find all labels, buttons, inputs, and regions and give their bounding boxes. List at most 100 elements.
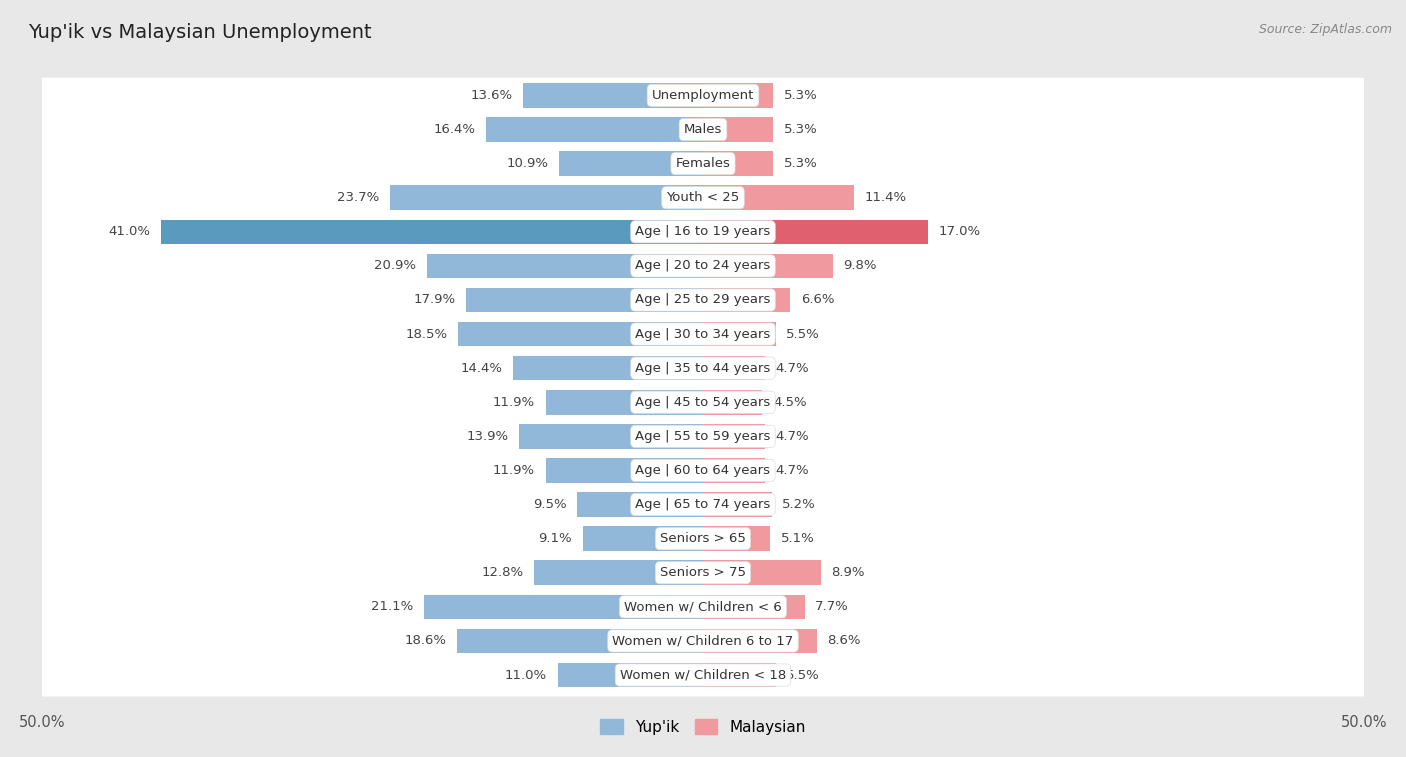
Text: Age | 20 to 24 years: Age | 20 to 24 years [636,260,770,273]
Text: Seniors > 65: Seniors > 65 [659,532,747,545]
Text: Males: Males [683,123,723,136]
FancyBboxPatch shape [27,453,1379,492]
FancyBboxPatch shape [27,385,1379,424]
Bar [703,220,928,244]
Text: 7.7%: 7.7% [815,600,849,613]
Bar [523,83,703,107]
Bar [703,390,762,415]
Bar [578,492,703,517]
Text: 17.0%: 17.0% [938,226,980,238]
Bar [582,526,703,551]
Text: Age | 55 to 59 years: Age | 55 to 59 years [636,430,770,443]
Bar [703,322,776,347]
Text: 18.5%: 18.5% [406,328,449,341]
Text: 4.7%: 4.7% [776,464,810,477]
Text: 4.7%: 4.7% [776,430,810,443]
Text: Seniors > 75: Seniors > 75 [659,566,747,579]
Text: Age | 60 to 64 years: Age | 60 to 64 years [636,464,770,477]
Text: 13.6%: 13.6% [471,89,513,102]
Text: 5.1%: 5.1% [780,532,814,545]
Bar [703,628,817,653]
Bar [457,628,703,653]
FancyBboxPatch shape [27,214,1379,254]
FancyBboxPatch shape [27,248,1379,288]
Text: Women w/ Children < 18: Women w/ Children < 18 [620,668,786,681]
Bar [560,151,703,176]
Text: 8.9%: 8.9% [831,566,865,579]
Bar [546,390,703,415]
Text: 5.3%: 5.3% [783,123,817,136]
FancyBboxPatch shape [27,419,1379,458]
Bar [703,492,772,517]
Text: 5.5%: 5.5% [786,328,820,341]
FancyBboxPatch shape [27,112,1379,151]
Text: 11.4%: 11.4% [865,192,907,204]
Text: 4.5%: 4.5% [773,396,807,409]
Text: 9.1%: 9.1% [538,532,572,545]
Text: Age | 35 to 44 years: Age | 35 to 44 years [636,362,770,375]
Text: Source: ZipAtlas.com: Source: ZipAtlas.com [1258,23,1392,36]
Text: 41.0%: 41.0% [108,226,150,238]
Bar [703,185,853,210]
Text: 5.3%: 5.3% [783,157,817,170]
Text: Age | 45 to 54 years: Age | 45 to 54 years [636,396,770,409]
Text: 5.2%: 5.2% [782,498,815,511]
Text: 8.6%: 8.6% [827,634,860,647]
Text: 9.5%: 9.5% [533,498,567,511]
FancyBboxPatch shape [27,316,1379,356]
FancyBboxPatch shape [27,521,1379,560]
FancyBboxPatch shape [27,78,1379,117]
FancyBboxPatch shape [27,180,1379,220]
Text: 5.5%: 5.5% [786,668,820,681]
Text: Yup'ik vs Malaysian Unemployment: Yup'ik vs Malaysian Unemployment [28,23,371,42]
Text: 17.9%: 17.9% [413,294,456,307]
Text: 11.0%: 11.0% [505,668,547,681]
Text: 4.7%: 4.7% [776,362,810,375]
Bar [703,117,773,142]
Bar [703,83,773,107]
Text: 23.7%: 23.7% [337,192,380,204]
Text: Age | 16 to 19 years: Age | 16 to 19 years [636,226,770,238]
FancyBboxPatch shape [27,555,1379,594]
Bar [425,594,703,619]
Text: 6.6%: 6.6% [801,294,834,307]
Bar [703,254,832,278]
FancyBboxPatch shape [27,487,1379,526]
Bar [467,288,703,312]
Text: Women w/ Children 6 to 17: Women w/ Children 6 to 17 [613,634,793,647]
Text: 14.4%: 14.4% [460,362,502,375]
Text: Women w/ Children < 6: Women w/ Children < 6 [624,600,782,613]
Text: 11.9%: 11.9% [494,464,536,477]
FancyBboxPatch shape [27,282,1379,322]
Legend: Yup'ik, Malaysian: Yup'ik, Malaysian [593,712,813,741]
Text: Age | 25 to 29 years: Age | 25 to 29 years [636,294,770,307]
Bar [558,663,703,687]
FancyBboxPatch shape [27,589,1379,628]
FancyBboxPatch shape [27,350,1379,390]
Text: 13.9%: 13.9% [467,430,509,443]
FancyBboxPatch shape [27,146,1379,185]
Text: Females: Females [675,157,731,170]
FancyBboxPatch shape [27,657,1379,696]
Bar [546,458,703,483]
Bar [162,220,703,244]
Text: Age | 65 to 74 years: Age | 65 to 74 years [636,498,770,511]
Bar [513,356,703,381]
Text: 10.9%: 10.9% [506,157,548,170]
Bar [703,560,821,585]
Bar [703,151,773,176]
FancyBboxPatch shape [27,623,1379,662]
Text: 21.1%: 21.1% [371,600,413,613]
Text: Unemployment: Unemployment [652,89,754,102]
Bar [703,288,790,312]
Bar [703,594,804,619]
Bar [486,117,703,142]
Bar [703,663,776,687]
Bar [519,424,703,449]
Bar [703,424,765,449]
Bar [703,356,765,381]
Text: 12.8%: 12.8% [481,566,523,579]
Text: Youth < 25: Youth < 25 [666,192,740,204]
Text: 18.6%: 18.6% [405,634,447,647]
Text: 20.9%: 20.9% [374,260,416,273]
